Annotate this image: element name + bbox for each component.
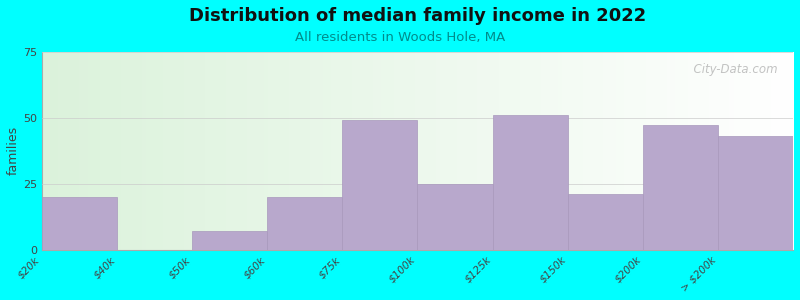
Text: City-Data.com: City-Data.com bbox=[686, 63, 778, 76]
Bar bbox=[493, 115, 568, 250]
Y-axis label: families: families bbox=[7, 126, 20, 175]
Bar bbox=[718, 136, 793, 250]
Title: Distribution of median family income in 2022: Distribution of median family income in … bbox=[189, 7, 646, 25]
Text: All residents in Woods Hole, MA: All residents in Woods Hole, MA bbox=[295, 32, 505, 44]
Bar bbox=[568, 194, 642, 250]
Bar bbox=[642, 125, 718, 250]
Bar bbox=[418, 184, 493, 250]
Bar bbox=[342, 120, 418, 250]
Bar bbox=[42, 197, 117, 250]
Bar bbox=[267, 197, 342, 250]
Bar bbox=[192, 231, 267, 250]
